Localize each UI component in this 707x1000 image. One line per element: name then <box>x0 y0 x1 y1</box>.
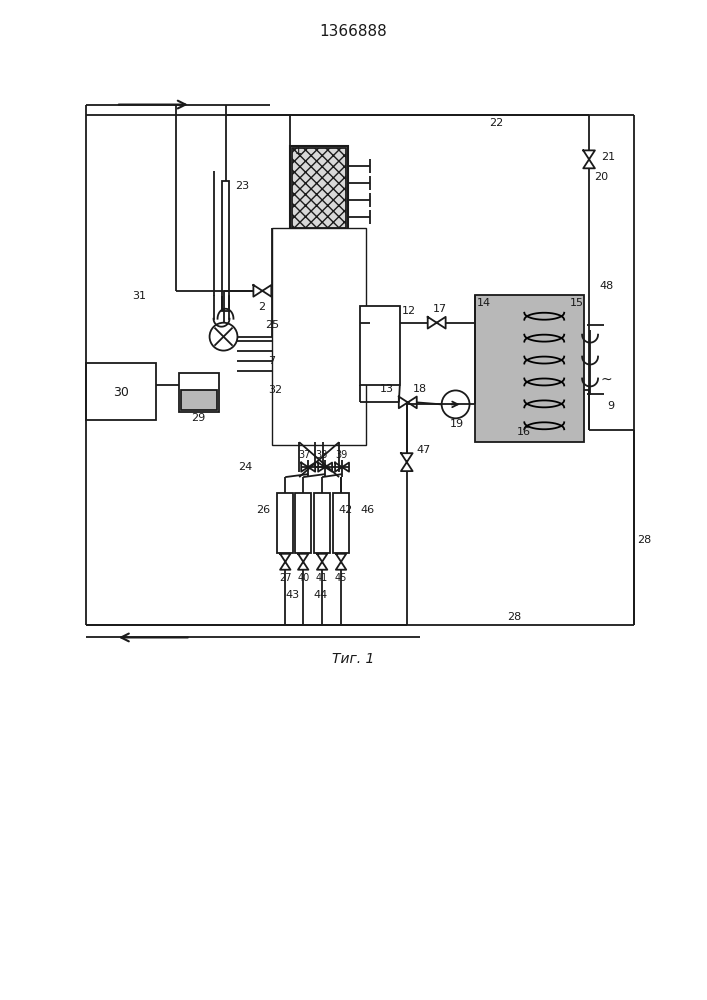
Bar <box>277 493 293 553</box>
Bar <box>314 493 330 553</box>
Text: 28: 28 <box>637 535 651 545</box>
Text: 13: 13 <box>380 384 394 394</box>
Text: 45: 45 <box>335 573 347 583</box>
Bar <box>360 306 400 385</box>
Text: Τиг. 1: Τиг. 1 <box>332 652 374 666</box>
Text: 40: 40 <box>297 573 310 583</box>
Text: 42: 42 <box>338 505 352 515</box>
Text: 15: 15 <box>570 298 584 308</box>
Text: 21: 21 <box>601 152 615 162</box>
Text: 1: 1 <box>296 146 302 156</box>
Bar <box>86 363 156 420</box>
Text: 26: 26 <box>256 505 270 515</box>
Text: 22: 22 <box>489 118 503 128</box>
Bar <box>221 181 230 311</box>
Text: 30: 30 <box>113 386 129 399</box>
Text: 7: 7 <box>269 356 276 366</box>
Bar <box>294 231 344 281</box>
Bar <box>292 148 346 228</box>
Text: 2: 2 <box>258 302 266 312</box>
Text: 25: 25 <box>265 320 279 330</box>
Text: 31: 31 <box>132 291 146 301</box>
Bar <box>181 390 216 410</box>
Text: 18: 18 <box>413 384 427 394</box>
Text: 17: 17 <box>433 304 447 314</box>
Text: 27: 27 <box>279 573 291 583</box>
Text: 16: 16 <box>518 427 532 437</box>
Text: 41: 41 <box>316 573 328 583</box>
Text: 38: 38 <box>315 450 327 460</box>
Text: 12: 12 <box>402 306 416 316</box>
Bar <box>272 228 366 445</box>
Text: 19: 19 <box>450 419 464 429</box>
Bar <box>296 493 311 553</box>
Text: 43: 43 <box>285 590 299 600</box>
Text: 9: 9 <box>607 401 614 411</box>
Bar <box>333 493 349 553</box>
Text: 24: 24 <box>238 462 252 472</box>
Bar <box>291 146 348 442</box>
Text: 37: 37 <box>298 450 310 460</box>
Bar <box>474 295 584 442</box>
Text: 1366888: 1366888 <box>319 24 387 39</box>
Text: 46: 46 <box>360 505 374 515</box>
Text: 48: 48 <box>599 281 613 291</box>
Text: 39: 39 <box>335 450 347 460</box>
Text: 28: 28 <box>508 612 522 622</box>
Text: 23: 23 <box>235 181 250 191</box>
Text: 14: 14 <box>477 298 491 308</box>
Text: 47: 47 <box>416 445 431 455</box>
Text: 44: 44 <box>313 590 327 600</box>
Text: ~: ~ <box>600 372 612 386</box>
Text: 20: 20 <box>594 172 608 182</box>
Bar <box>179 373 218 412</box>
Text: 29: 29 <box>192 413 206 423</box>
Text: 32: 32 <box>269 385 283 395</box>
